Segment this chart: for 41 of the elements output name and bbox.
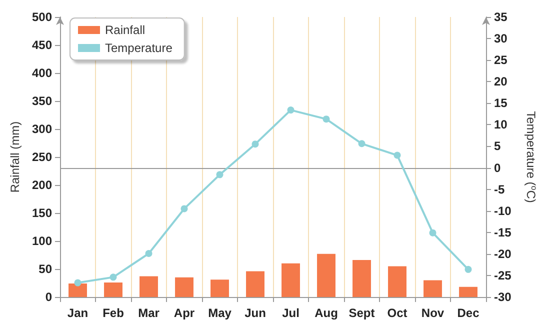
- y2-axis-title: Temperature (oC): [524, 111, 538, 203]
- y-tick-label: 0: [45, 290, 52, 304]
- x-tick-label: Mar: [138, 306, 160, 320]
- legend-label: Temperature: [105, 41, 173, 55]
- y2-tick-label: -5: [494, 182, 505, 196]
- legend-label: Rainfall: [105, 23, 146, 37]
- y-tick-label: 350: [32, 94, 52, 108]
- y2-tick-label: -20: [494, 246, 512, 261]
- y-tick-label: 200: [32, 178, 52, 192]
- y-tick-label: 150: [32, 206, 52, 220]
- x-tick-label: Jun: [244, 306, 266, 320]
- y2-tick-label: 30: [494, 32, 508, 46]
- x-tick-label: Feb: [102, 306, 124, 320]
- x-tick-label: Sept: [348, 306, 375, 320]
- y2-tick-label: -15: [494, 225, 512, 240]
- y-tick-label: 250: [32, 150, 52, 164]
- y2-tick-label: 10: [494, 118, 508, 132]
- y-tick-label: 400: [32, 66, 52, 80]
- y2-tick-label: -10: [494, 204, 512, 218]
- y2-tick-label: -30: [494, 290, 512, 304]
- x-tick-label: Jan: [67, 306, 88, 320]
- y2-tick-label: 20: [494, 74, 508, 89]
- y-tick-label: 50: [38, 262, 52, 276]
- x-tick-label: Aug: [314, 306, 338, 320]
- y2-tick-label: 25: [494, 53, 508, 68]
- x-tick-label: Oct: [387, 306, 408, 320]
- y2-tick-label: -25: [494, 268, 512, 282]
- y-tick-label: 100: [32, 234, 52, 248]
- x-tick-label: Jul: [282, 306, 300, 320]
- y2-tick-label: 5: [494, 139, 501, 154]
- y2-tick-label: 35: [494, 10, 508, 24]
- y2-tick-label: 0: [494, 160, 501, 175]
- x-tick-label: Apr: [174, 306, 195, 320]
- x-tick-label: Nov: [421, 306, 444, 320]
- y2-tick-label: 15: [494, 96, 508, 110]
- x-tick-label: Dec: [457, 306, 480, 320]
- y-tick-label: 450: [32, 38, 52, 52]
- y-axis-title: Rainfall (mm): [8, 121, 22, 193]
- y-tick-label: 500: [32, 10, 52, 24]
- x-tick-label: May: [208, 306, 232, 320]
- y-tick-label: 300: [32, 122, 52, 136]
